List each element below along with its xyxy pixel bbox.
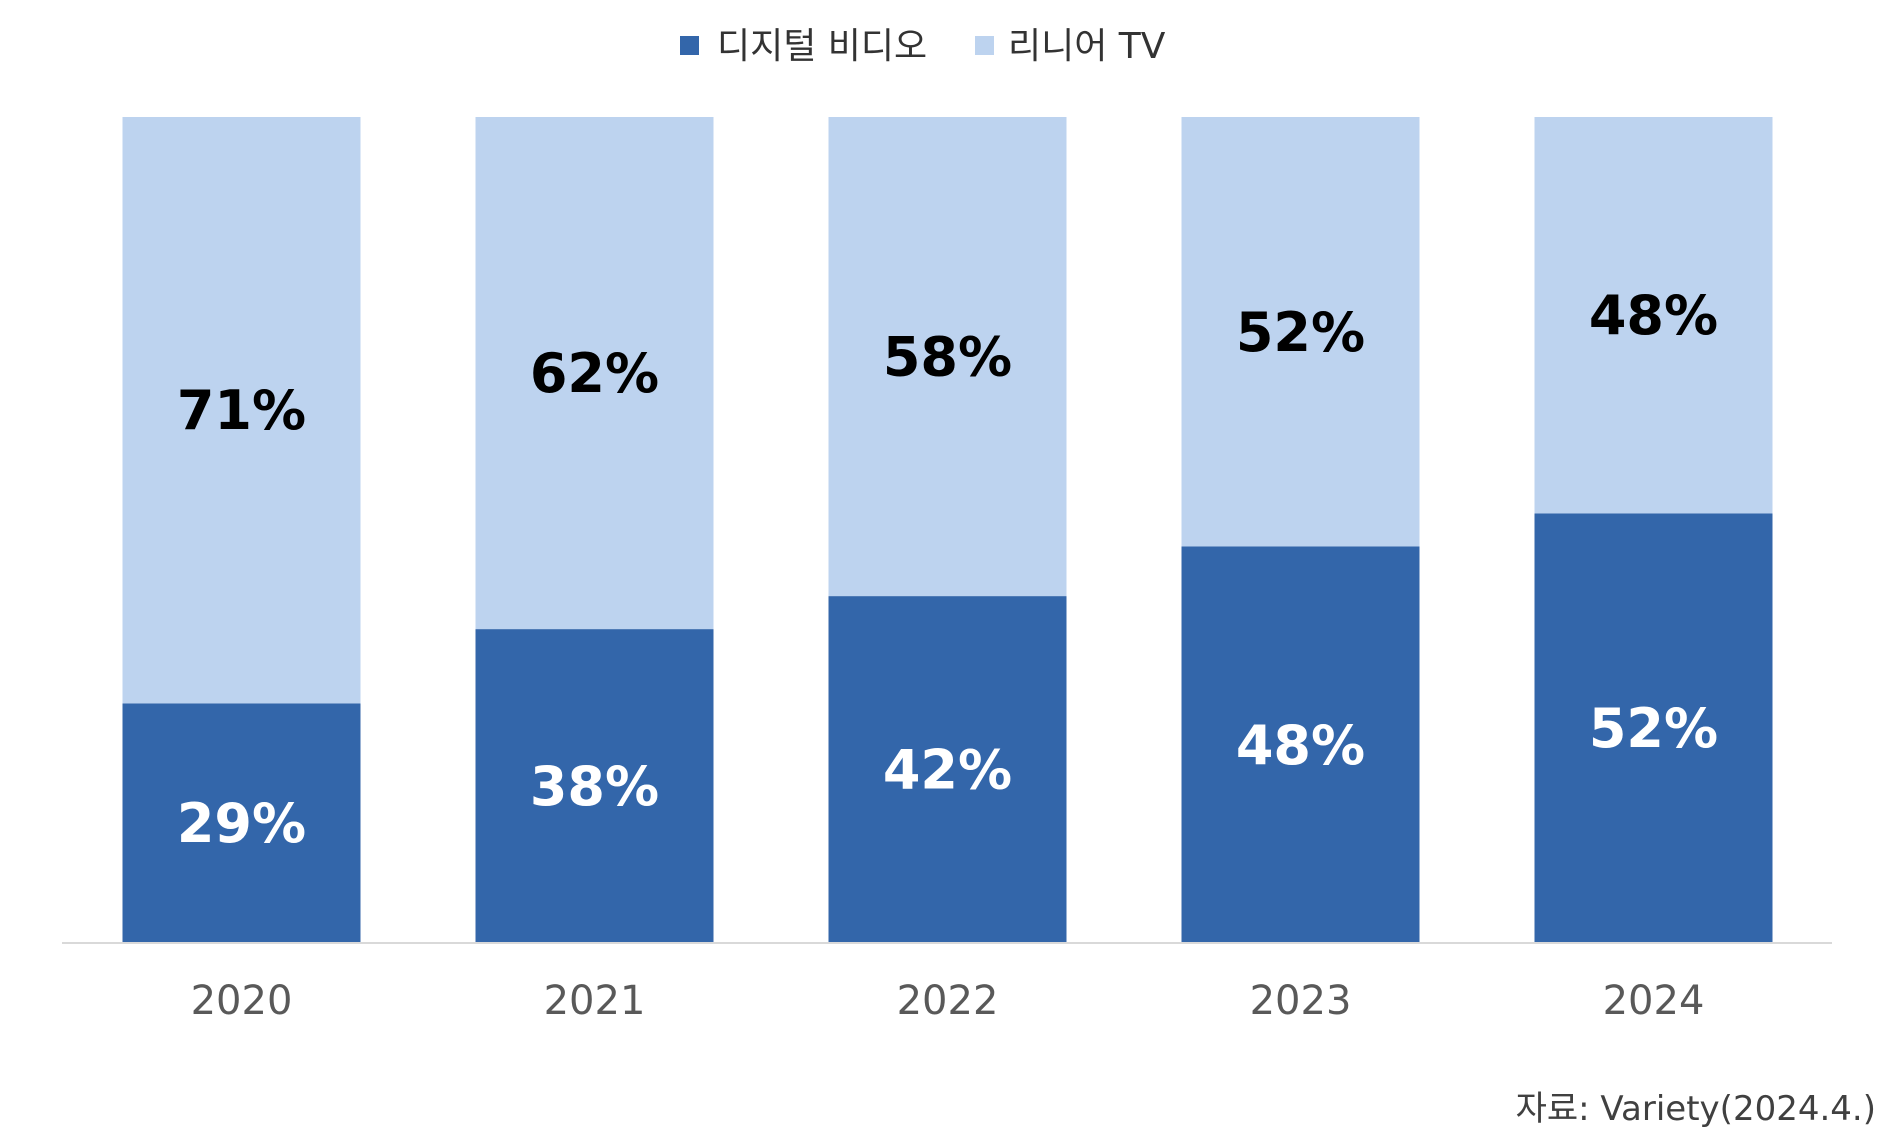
x-tick-label: 2024 — [1603, 978, 1705, 1024]
x-tick-label: 2022 — [897, 978, 999, 1024]
data-label: 38% — [530, 755, 659, 818]
legend-label-digital-video: 디지털 비디오 — [717, 26, 927, 67]
data-label: 52% — [1236, 301, 1365, 364]
x-tick-label: 2023 — [1250, 978, 1352, 1024]
data-label: 29% — [177, 792, 306, 855]
data-label: 58% — [883, 326, 1012, 389]
legend: 디지털 비디오 리니어 TV — [680, 26, 1166, 67]
bar-segment — [828, 117, 1067, 597]
legend-label-linear-tv: 리니어 TV — [1008, 26, 1166, 67]
bar-segment — [1181, 546, 1420, 943]
x-tick-label: 2020 — [191, 978, 293, 1024]
legend-swatch-digital-video — [680, 36, 699, 55]
legend-swatch-linear-tv — [975, 36, 994, 55]
bar-segment — [122, 703, 361, 943]
bar-segment — [475, 117, 714, 630]
data-label: 62% — [530, 342, 659, 405]
bar-segment — [122, 117, 361, 704]
bar-segment — [1534, 513, 1773, 943]
source-note: 자료: Variety(2024.4.) — [1516, 1089, 1876, 1129]
bar-segment — [1534, 117, 1773, 514]
bar-segment — [828, 596, 1067, 943]
x-tick-labels: 2020 2021 2022 2023 2024 — [191, 978, 1705, 1024]
data-label: 42% — [883, 739, 1012, 802]
data-label: 52% — [1589, 697, 1718, 760]
bar-segment — [1181, 117, 1420, 547]
data-label: 71% — [177, 379, 306, 442]
data-labels-group: 29% 71% 38% 62% 42% 58% 48% 52% 52% 48% — [177, 284, 1718, 855]
x-tick-label: 2021 — [544, 978, 646, 1024]
bars-group — [122, 117, 1773, 943]
data-label: 48% — [1589, 284, 1718, 347]
data-label: 48% — [1236, 714, 1365, 777]
bar-segment — [475, 629, 714, 943]
